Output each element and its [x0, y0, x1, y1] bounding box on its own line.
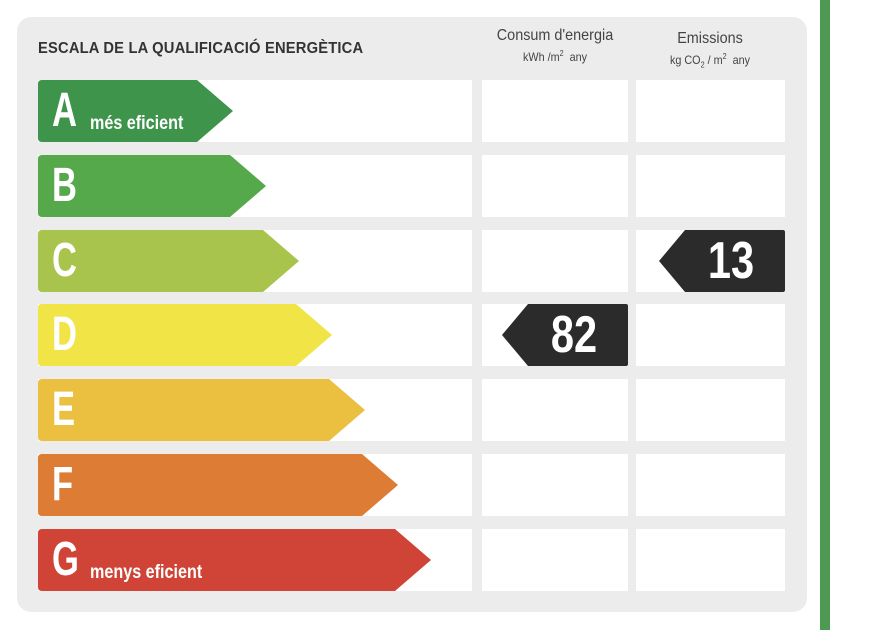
emissions-rating-badge: 13 [659, 230, 785, 292]
green-side-border [820, 0, 830, 630]
cell-energy-g [482, 529, 628, 591]
class-sublabel: més eficient [90, 113, 184, 134]
energy-rating-value: 82 [550, 306, 598, 364]
cell-emissions-a [636, 80, 785, 142]
emissions-column-header: Emissions kg CO2 / m2 any [635, 30, 785, 69]
emissions-column-unit: kg CO2 / m2 any [669, 52, 751, 70]
cell-energy-a [482, 80, 628, 142]
class-arrow-d: D [38, 304, 332, 366]
cell-emissions-f [636, 454, 785, 516]
energy-rating-badge: 82 [502, 304, 628, 366]
emissions-rating-value: 13 [707, 232, 755, 290]
emissions-column-title: Emissions [677, 30, 743, 47]
class-arrow-e: E [38, 379, 365, 441]
energy-column-unit: kWh /m2 any [522, 49, 588, 64]
energy-column-title: Consum d'energia [496, 27, 614, 44]
class-arrow-c: C [38, 230, 299, 292]
cell-emissions-e [636, 379, 785, 441]
class-letter: B [52, 159, 77, 212]
class-arrow-b: B [38, 155, 266, 217]
cell-energy-b [482, 155, 628, 217]
class-letter: F [52, 458, 74, 511]
class-letter: G [52, 533, 79, 586]
class-letter: C [52, 234, 77, 287]
class-arrow-f: F [38, 454, 398, 516]
scale-title: ESCALA DE LA QUALIFICACIÓ ENERGÈTICA [38, 40, 364, 57]
class-sublabel: menys eficient [90, 562, 203, 583]
energy-column-header: Consum d'energia kWh /m2 any [482, 27, 628, 64]
cell-energy-e [482, 379, 628, 441]
class-letter: E [52, 383, 76, 436]
class-letter: A [52, 84, 77, 137]
cell-energy-f [482, 454, 628, 516]
cell-emissions-b [636, 155, 785, 217]
cell-energy-c [482, 230, 628, 292]
cell-emissions-d [636, 304, 785, 366]
class-letter: D [52, 308, 77, 361]
cell-emissions-g [636, 529, 785, 591]
